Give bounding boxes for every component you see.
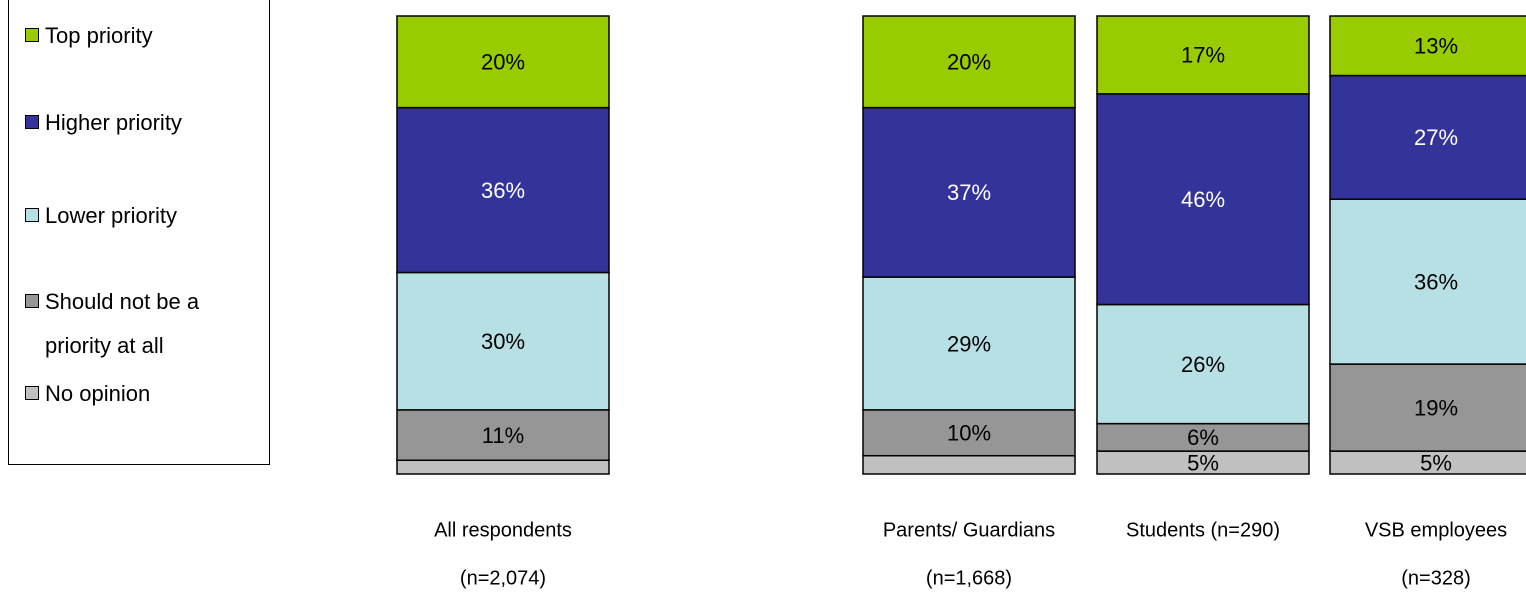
legend-item: No opinion <box>25 372 265 416</box>
value-label: 5% <box>1187 450 1219 475</box>
x-tick-label: All respondents <box>434 519 572 541</box>
legend-swatch <box>25 115 39 129</box>
value-label: 46% <box>1181 187 1225 212</box>
legend-label: Lower priority <box>45 203 178 228</box>
bar-segment <box>1329 198 1526 365</box>
legend-swatch <box>25 208 39 222</box>
bar-segment <box>1329 363 1526 452</box>
bar-segment <box>1096 422 1310 452</box>
bar-segment <box>396 459 610 475</box>
bar-segment <box>862 106 1076 278</box>
bar-segment <box>1096 15 1310 95</box>
bar-segment <box>396 271 610 411</box>
x-tick-label: (n=328) <box>1401 567 1471 589</box>
legend-label: No opinion <box>45 381 151 406</box>
value-label: 29% <box>947 331 991 356</box>
value-label: 36% <box>1414 269 1458 294</box>
legend-swatch <box>25 386 39 400</box>
x-tick-label: (n=2,074) <box>460 567 546 589</box>
x-tick-label: (n=1,668) <box>926 567 1012 589</box>
value-label: 10% <box>947 421 991 446</box>
bar-segment <box>862 15 1076 109</box>
value-label: 13% <box>1414 34 1458 59</box>
x-tick-label: Parents/ Guardians <box>883 519 1055 541</box>
bar-segment <box>1096 303 1310 425</box>
value-label: 37% <box>947 180 991 205</box>
legend: Top priority Higher priority Lower priorit… <box>8 0 270 465</box>
value-label: 30% <box>481 329 525 354</box>
bar-segment <box>396 15 610 109</box>
value-label: 5% <box>1420 450 1452 475</box>
value-label: 27% <box>1414 125 1458 150</box>
legend-label: Top priority <box>45 23 153 48</box>
legend-swatch <box>25 28 39 42</box>
bar-segment <box>862 409 1076 457</box>
bar-segment <box>862 276 1076 411</box>
bar-segment <box>396 106 610 274</box>
value-label: 17% <box>1181 43 1225 68</box>
value-label: 26% <box>1181 352 1225 377</box>
legend-item: Higher priority <box>25 101 265 145</box>
value-label: 20% <box>947 50 991 75</box>
legend-item: Top priority <box>25 14 265 58</box>
value-label: 6% <box>1187 425 1219 450</box>
legend-swatch <box>25 294 39 308</box>
value-label: 36% <box>481 178 525 203</box>
bar-segment <box>1096 93 1310 306</box>
bar-segment <box>862 454 1076 475</box>
legend-item: Should not be a priority at all <box>25 280 265 368</box>
legend-label: Higher priority <box>45 110 182 135</box>
x-tick-label: Students (n=290) <box>1126 519 1280 541</box>
legend-item: Lower priority <box>25 194 265 238</box>
value-label: 20% <box>481 50 525 75</box>
value-label: 11% <box>482 423 524 448</box>
legend-label: Should not be a priority at all <box>45 289 200 358</box>
value-label: 19% <box>1414 395 1458 420</box>
x-tick-label: VSB employees <box>1365 519 1507 541</box>
bar-segment <box>1329 15 1526 77</box>
